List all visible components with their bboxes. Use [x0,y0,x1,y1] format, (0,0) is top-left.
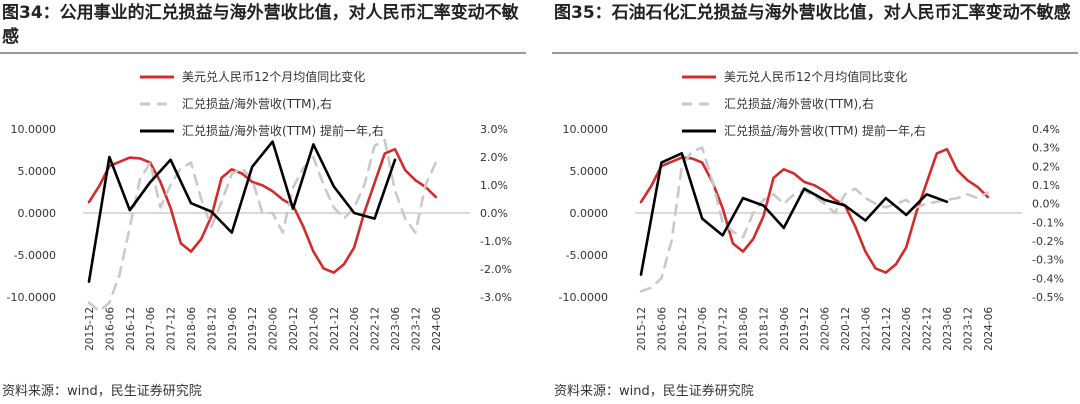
left-axis-tick-label: 5.0000 [18,165,57,178]
x-axis-tick-label: 2016-06 [104,307,116,351]
x-axis-tick-label: 2020-06 [820,307,832,351]
right-axis-tick-label: -0.4% [1032,272,1064,285]
x-axis-tick-label: 2023-12 [962,307,974,351]
x-axis-tick-label: 2022-06 [349,307,361,351]
series-line-2 [87,138,438,313]
x-axis-tick-label: 2016-06 [656,307,668,351]
right-axis-tick-label: 0.0% [1032,198,1060,211]
right-axis-tick-label: 0.0% [480,207,508,220]
x-axis-tick-label: 2018-12 [206,307,218,351]
x-axis-tick-label: 2023-12 [410,307,422,351]
left-axis-tick-label: 5.0000 [570,165,609,178]
x-axis-tick-label: 2021-12 [329,307,341,351]
right-axis-tick-label: 0.4% [1032,123,1060,136]
x-axis-tick-label: 2018-12 [758,307,770,351]
x-axis-tick-label: 2020-12 [288,307,300,351]
left-axis-tick-label: -5.0000 [14,249,56,262]
x-axis-tick-label: 2023-06 [942,307,954,351]
right-axis-tick-label: 2.0% [480,151,508,164]
title-divider [0,52,526,54]
x-axis-tick-label: 2020-06 [268,307,280,351]
x-axis-tick-label: 2019-12 [247,307,259,351]
x-axis-tick-label: 2019-06 [227,307,239,351]
legend-label: 汇兑损益/海外营收(TTM),右 [724,96,874,111]
legend-label: 汇兑损益/海外营收(TTM) 提前一年,右 [724,123,926,138]
x-axis-tick-label: 2016-12 [677,307,689,351]
left-axis-tick-label: 10.0000 [11,123,57,136]
chart-panel-left: 图34：公用事业的汇兑损益与海外营收比值，对人民币汇率变动不敏感 10.0000… [0,0,528,404]
x-axis-tick-label: 2021-06 [860,307,872,351]
x-axis-tick-label: 2017-12 [718,307,730,351]
right-axis-tick-label: -2.0% [480,263,512,276]
right-axis-tick-label: -0.3% [1032,254,1064,267]
x-axis-tick-label: 2016-12 [125,307,137,351]
left-axis-tick-label: 0.0000 [570,207,609,220]
legend-label: 汇兑损益/海外营收(TTM) 提前一年,右 [182,123,384,138]
right-axis-tick-label: 1.0% [480,179,508,192]
left-axis-tick-label: -10.0000 [7,291,56,304]
right-axis-tick-label: -3.0% [480,291,512,304]
x-axis-tick-label: 2018-06 [186,307,198,351]
left-axis-tick-label: 10.0000 [563,123,609,136]
x-axis-tick-label: 2024-06 [431,307,443,351]
right-axis-tick-label: -0.2% [1032,235,1064,248]
chart-title: 图35：石油石化汇兑损益与海外营收比值，对人民币汇率变动不敏感 [554,3,1071,23]
right-axis-tick-label: 0.1% [1032,179,1060,192]
series-line-3 [639,152,949,276]
title-divider [552,52,1078,54]
legend-label: 美元兑人民币12个月均值同比变化 [724,69,907,84]
x-axis-tick-label: 2017-06 [145,307,157,351]
right-axis-tick-label: -0.5% [1032,291,1064,304]
x-axis-tick-label: 2019-06 [779,307,791,351]
x-axis-tick-label: 2015-12 [636,307,648,351]
right-axis-tick-label: 0.3% [1032,142,1060,155]
left-axis-tick-label: -5.0000 [566,249,608,262]
left-axis-tick-label: -10.0000 [559,291,608,304]
right-axis-tick-label: 3.0% [480,123,508,136]
legend-label: 汇兑损益/海外营收(TTM),右 [182,96,332,111]
chart-panel-right: 图35：石油石化汇兑损益与海外营收比值，对人民币汇率变动不敏感 10.0000 5… [552,0,1080,404]
source-note: 资料来源：wind，民生证券研究院 [554,384,754,399]
x-axis-tick-label: 2017-12 [166,307,178,351]
x-axis-tick-label: 2017-06 [697,307,709,351]
right-axis-tick-label: -0.1% [1032,216,1064,229]
chart-title: 图34：公用事业的汇兑损益与海外营收比值，对人民币汇率变动不敏感 [2,3,519,47]
chart-canvas: 10.0000 5.0000 0.0000 -5.0000 -10.0000 3.0% 2.… [7,69,512,351]
right-axis-tick-label: -1.0% [480,235,512,248]
chart-canvas: 10.0000 5.0000 0.0000 -5.0000 -10.0000 0.4% 0.… [559,69,1064,351]
legend-label: 美元兑人民币12个月均值同比变化 [182,69,365,84]
x-axis-tick-label: 2021-06 [308,307,320,351]
series-line-3 [87,140,397,283]
x-axis-tick-label: 2022-12 [922,307,934,351]
series-line-1 [87,147,438,274]
x-axis-tick-label: 2021-12 [881,307,893,351]
x-axis-tick-label: 2022-12 [370,307,382,351]
x-axis-tick-label: 2022-06 [901,307,913,351]
x-axis-tick-label: 2024-06 [983,307,995,351]
x-axis-tick-label: 2023-06 [390,307,402,351]
left-axis-tick-label: 0.0000 [18,207,57,220]
series-line-1 [639,147,990,274]
x-axis-tick-label: 2020-12 [840,307,852,351]
series-line-2 [639,146,990,293]
right-axis-tick-label: 0.2% [1032,160,1060,173]
source-note: 资料来源：wind，民生证券研究院 [2,384,202,399]
x-axis-tick-label: 2018-06 [738,307,750,351]
x-axis-tick-label: 2015-12 [84,307,96,351]
x-axis-tick-label: 2019-12 [799,307,811,351]
